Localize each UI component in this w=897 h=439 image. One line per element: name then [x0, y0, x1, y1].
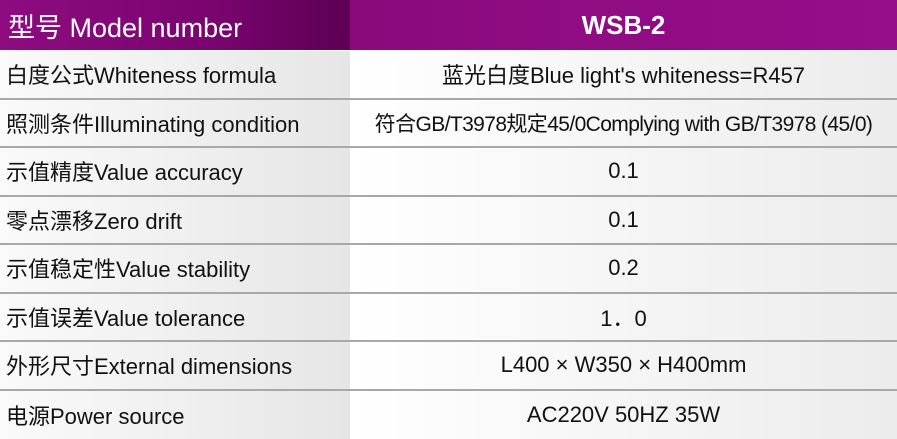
row-label: 照测条件Illuminating condition	[0, 100, 350, 147]
row-label: 白度公式Whiteness formula	[0, 51, 350, 98]
table-header: 型号 Model number WSB-2	[0, 0, 897, 51]
row-value: 1．0	[350, 294, 897, 341]
row-value: 符合GB/T3978规定45/0Complying with GB/T3978 …	[350, 100, 897, 147]
row-value: 蓝光白度Blue light's whiteness=R457	[350, 51, 897, 98]
row-value: AC220V 50HZ 35W	[350, 391, 897, 439]
row-label: 电源Power source	[0, 391, 350, 439]
row-label: 示值稳定性Value stability	[0, 245, 350, 292]
row-value: 0.2	[350, 245, 897, 292]
row-value: 0.1	[350, 148, 897, 195]
header-label: 型号 Model number	[0, 0, 350, 50]
row-value: 0.1	[350, 197, 897, 244]
row-label: 示值精度Value accuracy	[0, 148, 350, 195]
row-label: 零点漂移Zero drift	[0, 197, 350, 244]
header-model: WSB-2	[350, 0, 897, 50]
row-label: 外形尺寸External dimensions	[0, 342, 350, 389]
row-label: 示值误差Value tolerance	[0, 294, 350, 341]
row-value: L400 × W350 × H400mm	[350, 342, 897, 389]
